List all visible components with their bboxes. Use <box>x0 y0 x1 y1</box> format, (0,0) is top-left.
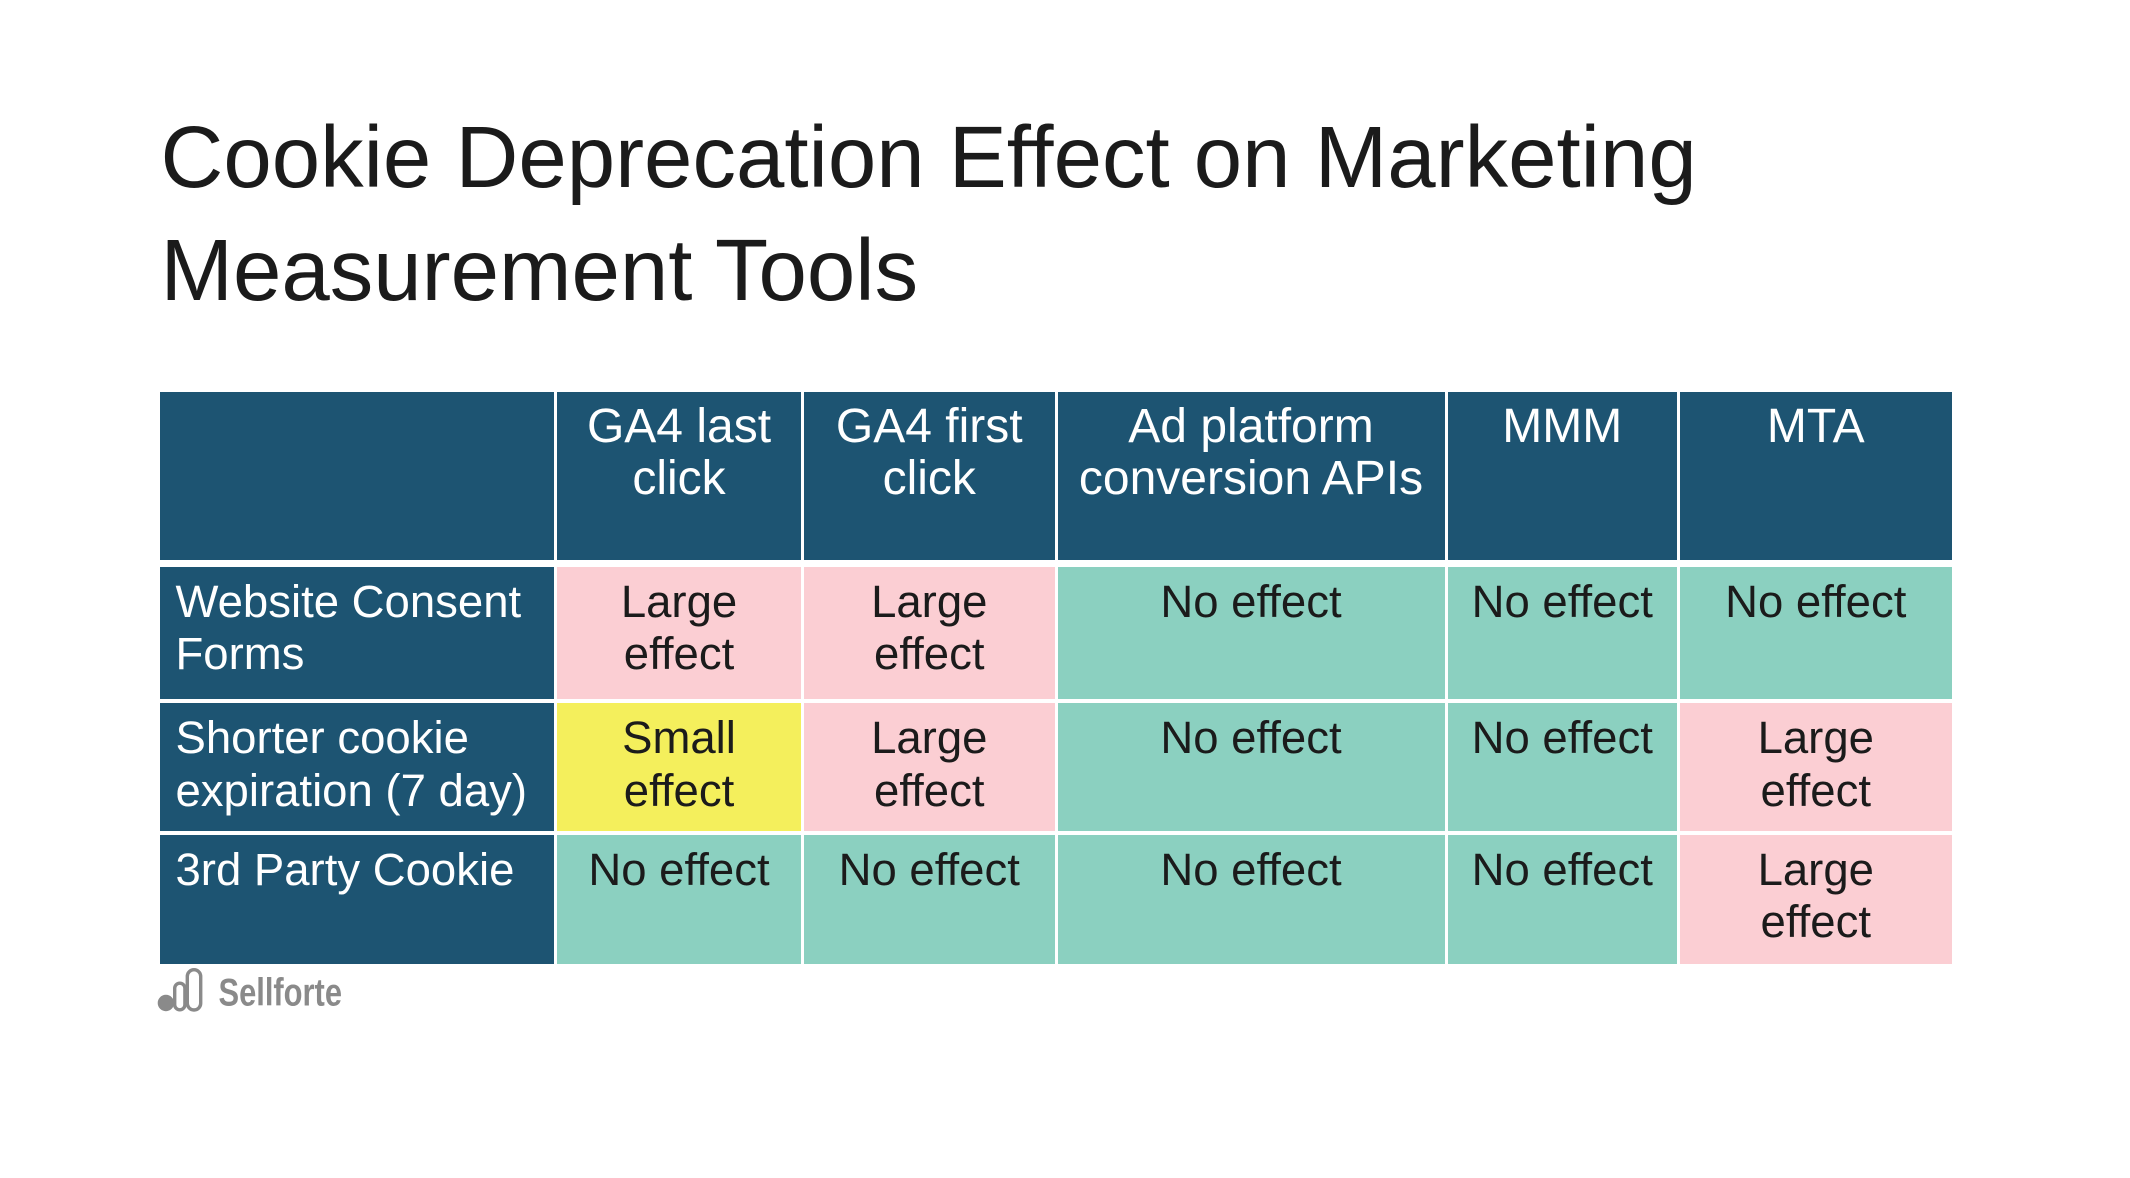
svg-text:Sellforte: Sellforte <box>219 971 343 1014</box>
